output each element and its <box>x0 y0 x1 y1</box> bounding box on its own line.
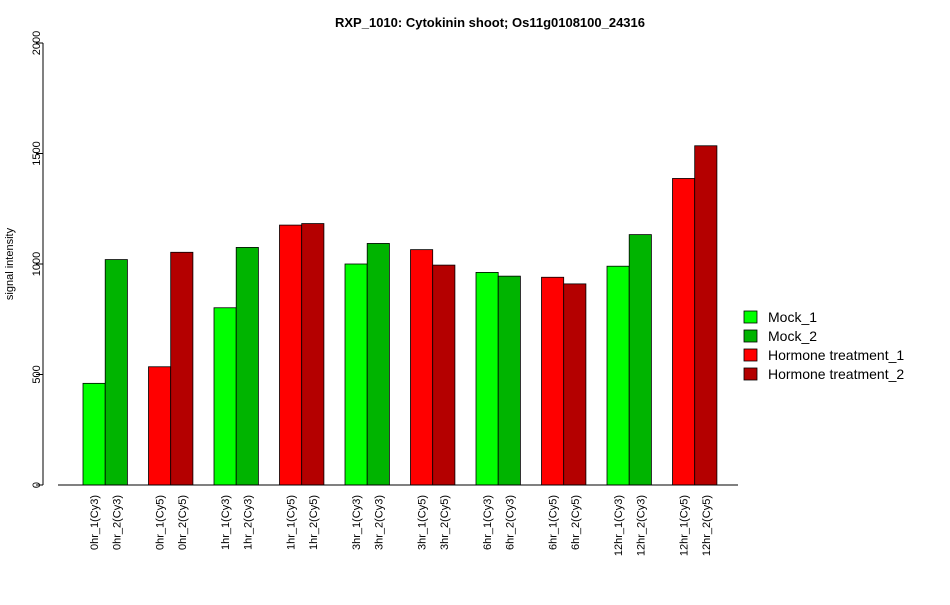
category-label: 12hr_1(Cy5) <box>679 495 691 556</box>
category-label: 3hr_1(Cy5) <box>417 495 429 550</box>
category-label: 3hr_2(Cy5) <box>439 495 451 550</box>
bar-1hr_2(Cy3) <box>235 247 259 486</box>
category-labels: 0hr_1(Cy3) 0hr_2(Cy3) 0hr_1(Cy5) 0hr_2(Cy5)… <box>89 495 713 556</box>
y-tick-label: 2000 <box>31 31 43 55</box>
bar-12hr_2(Cy3) <box>628 234 652 486</box>
legend-label: Hormone treatment_1 <box>768 347 904 363</box>
category-label: 1hr_1(Cy3) <box>220 495 232 550</box>
category-label: 12hr_1(Cy3) <box>613 495 625 556</box>
bar-6hr_1(Cy3) <box>475 271 499 486</box>
bar-6hr_2(Cy3) <box>497 275 521 486</box>
bar-0hr_1(Cy5) <box>148 366 172 486</box>
category-label: 0hr_2(Cy3) <box>111 495 123 550</box>
bar-0hr_2(Cy5) <box>170 251 194 486</box>
bar-12hr_1(Cy3) <box>606 265 630 486</box>
bar-0hr_1(Cy3) <box>82 382 106 486</box>
chart-title: RXP_1010: Cytokinin shoot; Os11g0108100_… <box>335 15 645 30</box>
y-tick-label: 1000 <box>31 252 43 276</box>
legend-label: Mock_1 <box>768 309 817 325</box>
category-label: 3hr_2(Cy3) <box>373 495 385 550</box>
legend-label: Mock_2 <box>768 328 817 344</box>
bar-3hr_2(Cy5) <box>432 264 456 486</box>
bar-1hr_1(Cy3) <box>213 307 237 486</box>
category-label: 12hr_2(Cy3) <box>635 495 647 556</box>
category-label: 1hr_2(Cy3) <box>242 495 254 550</box>
bar-6hr_2(Cy5) <box>563 283 587 486</box>
bar-1hr_1(Cy5) <box>279 224 303 486</box>
legend-label: Hormone treatment_2 <box>768 366 904 382</box>
bar-1hr_2(Cy5) <box>301 223 325 486</box>
category-label: 0hr_1(Cy3) <box>89 495 101 550</box>
category-label: 6hr_2(Cy5) <box>570 495 582 550</box>
bar-3hr_2(Cy3) <box>366 243 390 486</box>
y-tick-label: 1500 <box>31 141 43 165</box>
category-label: 6hr_1(Cy5) <box>548 495 560 550</box>
category-label: 6hr_2(Cy3) <box>504 495 516 550</box>
bar-12hr_1(Cy5) <box>672 178 696 486</box>
y-axis: 0 500 1000 1500 2000 <box>31 31 44 488</box>
y-tick-label: 500 <box>31 365 43 383</box>
legend-swatch <box>743 367 758 381</box>
bar-0hr_2(Cy3) <box>104 259 128 486</box>
category-label: 1hr_2(Cy5) <box>308 495 320 550</box>
bar-3hr_1(Cy5) <box>410 249 434 486</box>
y-tick-label: 0 <box>31 482 43 488</box>
category-label: 12hr_2(Cy5) <box>701 495 713 556</box>
bar-12hr_2(Cy5) <box>694 145 718 486</box>
category-label: 1hr_1(Cy5) <box>286 495 298 550</box>
category-label: 0hr_1(Cy5) <box>155 495 167 550</box>
bars-group <box>82 145 718 486</box>
legend-swatch <box>743 329 758 343</box>
y-axis-label: signal intensity <box>4 227 16 300</box>
legend-swatch <box>743 310 758 324</box>
legend-swatch <box>743 348 758 362</box>
category-label: 0hr_2(Cy5) <box>177 495 189 550</box>
category-label: 3hr_1(Cy3) <box>351 495 363 550</box>
category-label: 6hr_1(Cy3) <box>482 495 494 550</box>
bar-6hr_1(Cy5) <box>541 276 565 486</box>
bar-3hr_1(Cy3) <box>344 263 368 486</box>
legend: Mock_1 Mock_2 Hormone treatment_1 Hormone t… <box>743 309 904 382</box>
